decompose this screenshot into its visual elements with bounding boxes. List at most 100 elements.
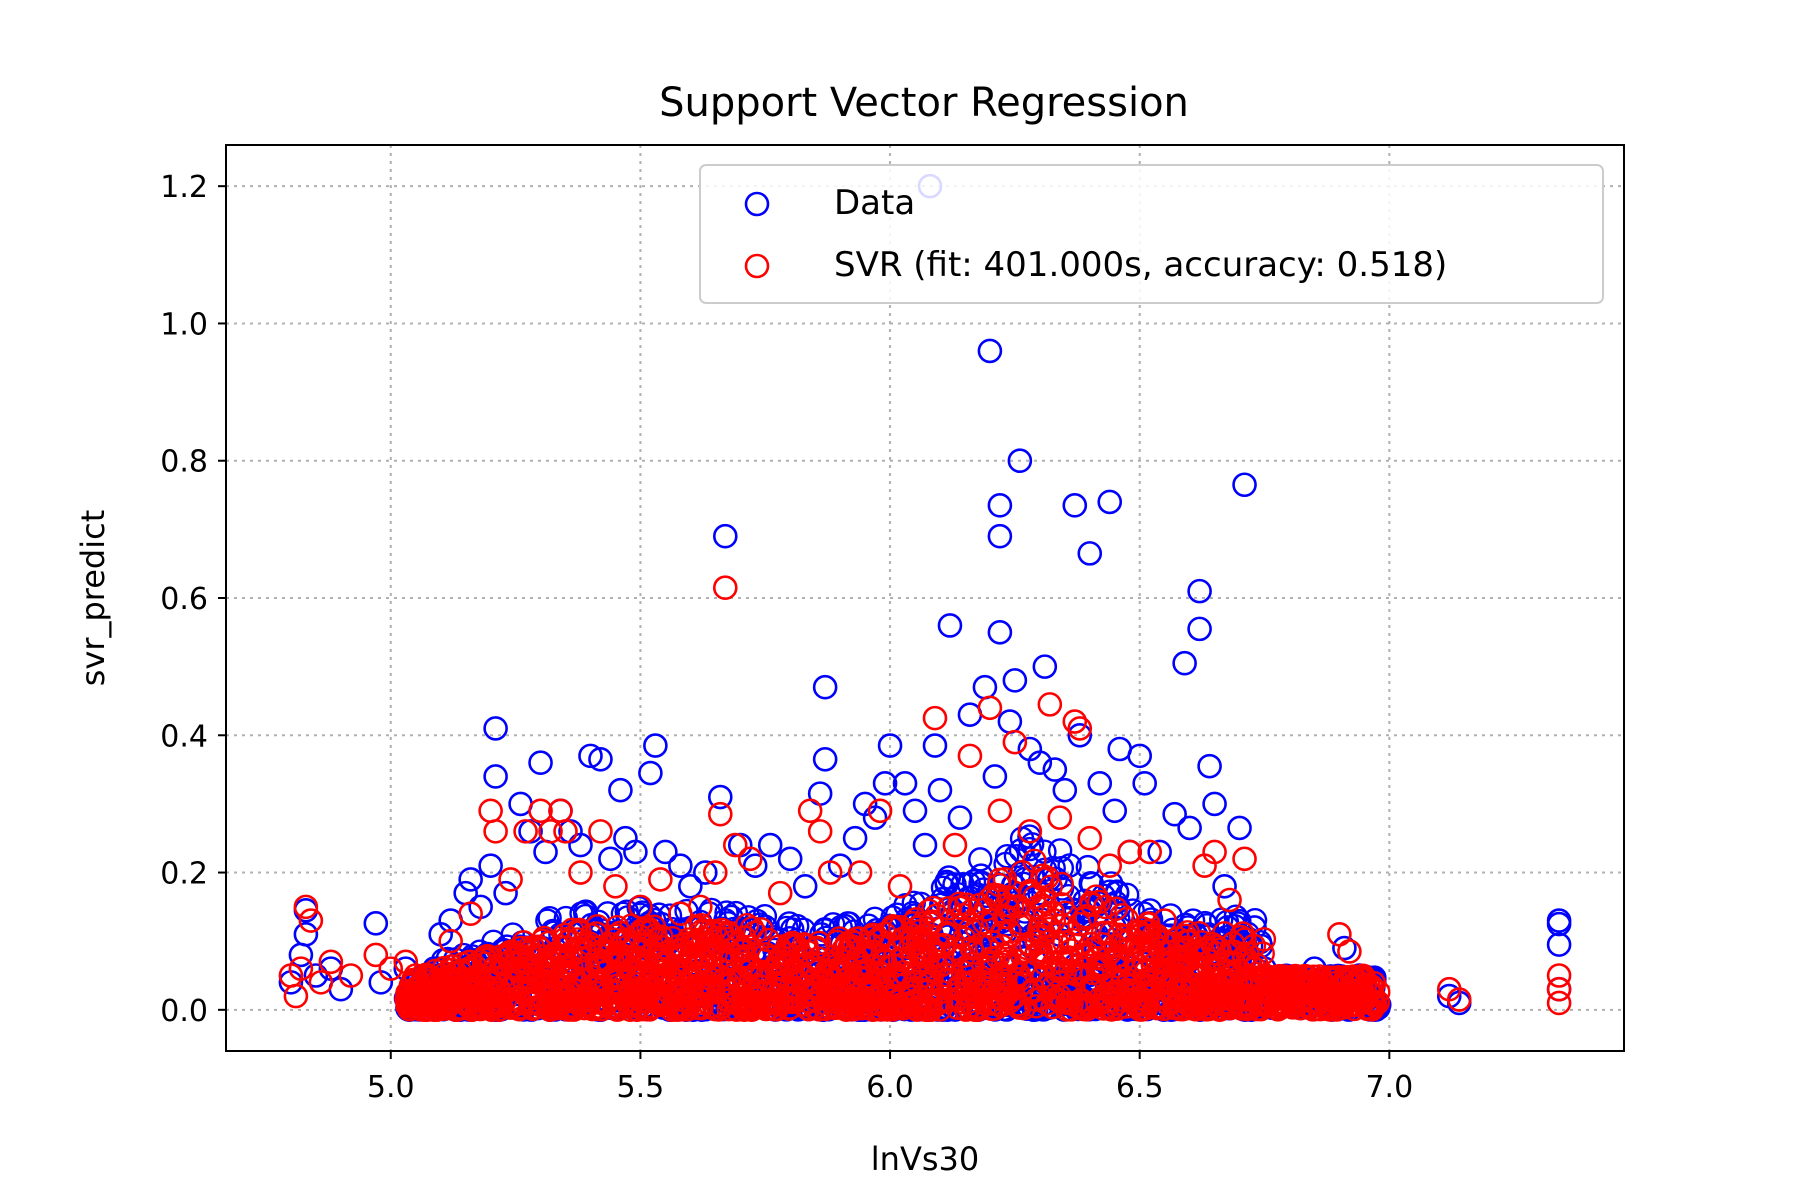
x-tick-label: 5.5 — [617, 1070, 665, 1105]
svr-point — [704, 955, 729, 981]
svr-point — [1185, 941, 1211, 966]
svr-point — [483, 819, 508, 844]
svr-point — [511, 944, 536, 969]
svr-point — [288, 956, 314, 981]
svr-point — [1062, 709, 1088, 734]
data-point — [1097, 489, 1123, 515]
svr-point — [363, 942, 389, 968]
svr-point — [936, 896, 961, 921]
svr-point — [293, 894, 319, 920]
svr-point — [1160, 949, 1185, 975]
svr-point — [820, 967, 845, 992]
svr-point — [834, 934, 859, 960]
svr-point — [684, 914, 709, 939]
svr-point — [1036, 929, 1061, 955]
svr-point — [1101, 968, 1127, 993]
data-point — [653, 839, 678, 865]
svr-point — [1337, 939, 1362, 964]
svr-point — [688, 894, 713, 920]
legend-label-data: Data — [834, 183, 915, 223]
svr-point — [609, 946, 634, 972]
svr-point — [817, 860, 843, 885]
data-point — [568, 832, 593, 858]
svr-point — [1277, 976, 1302, 1002]
legend-box — [699, 164, 1604, 304]
svr-point — [653, 989, 679, 1015]
svr-point — [957, 955, 982, 980]
svr-point — [946, 976, 971, 1002]
data-point — [1187, 578, 1212, 604]
y-tick-label: 1.2 — [160, 170, 208, 205]
svr-point — [918, 958, 943, 984]
svr-point — [1221, 962, 1247, 987]
data-point — [598, 846, 623, 872]
data-point — [478, 853, 503, 878]
data-point — [483, 716, 508, 741]
chart-title: Support Vector Regression — [659, 80, 1189, 126]
x-tick-label: 7.0 — [1365, 1070, 1413, 1105]
svr-point — [1295, 994, 1320, 1020]
data-point — [693, 860, 718, 885]
svr-point — [748, 917, 774, 942]
svr-point — [1030, 945, 1056, 970]
svr-point — [774, 941, 800, 967]
svr-point — [1021, 977, 1046, 1002]
svr-point — [702, 860, 728, 885]
svr-point — [739, 955, 765, 980]
svr-point — [850, 985, 876, 1010]
svr-point — [498, 867, 523, 892]
svr-point — [1546, 976, 1572, 1002]
data-point — [927, 777, 953, 803]
data-point — [742, 853, 768, 878]
svr-point — [568, 860, 593, 885]
svr-point — [438, 928, 463, 954]
svr-point — [1217, 887, 1242, 913]
svr-point — [887, 873, 913, 899]
data-point — [961, 869, 987, 894]
data-point — [777, 846, 803, 872]
data-point — [1546, 932, 1572, 957]
svr-point — [926, 989, 952, 1015]
svr-point — [1131, 987, 1157, 1012]
svr-point — [703, 941, 728, 967]
svr-point — [308, 970, 334, 995]
svr-point — [1034, 865, 1060, 890]
svr-point — [957, 743, 983, 769]
svr-point — [495, 968, 520, 993]
svr-point — [987, 867, 1012, 893]
svr-point — [1178, 979, 1204, 1004]
data-point — [1042, 757, 1068, 782]
svr-point — [737, 846, 763, 872]
svr-point — [548, 943, 573, 969]
svr-point — [1546, 990, 1572, 1016]
x-tick-label: 6.0 — [866, 1070, 914, 1105]
data-point — [892, 771, 918, 796]
data-point — [493, 880, 518, 906]
data-point — [1332, 935, 1357, 961]
data-point — [780, 917, 805, 942]
svr-point — [1187, 979, 1212, 1005]
svr-point — [458, 901, 483, 927]
svr-point — [1105, 996, 1130, 1021]
svr-point — [298, 908, 324, 933]
svr-point — [537, 982, 562, 1007]
svr-point — [558, 943, 584, 969]
svr-point — [1072, 906, 1097, 931]
svr-point — [871, 933, 896, 959]
svr-point — [1097, 853, 1123, 878]
svr-point — [1152, 908, 1177, 933]
svr-point — [881, 986, 907, 1011]
svr-point — [918, 911, 944, 936]
data-point — [994, 843, 1020, 869]
svr-point — [888, 915, 913, 940]
data-point — [792, 873, 818, 899]
svr-point — [1193, 975, 1218, 1000]
y-axis-ticks: 0.0 0.2 0.4 0.6 0.8 1.0 1.2 — [160, 170, 226, 1029]
svr-point — [777, 988, 802, 1013]
data-point — [872, 771, 898, 796]
data-point — [483, 764, 508, 789]
svr-point — [880, 914, 906, 939]
data-point — [707, 784, 733, 810]
svr-point — [942, 832, 968, 858]
y-tick-label: 0.0 — [160, 994, 208, 1029]
